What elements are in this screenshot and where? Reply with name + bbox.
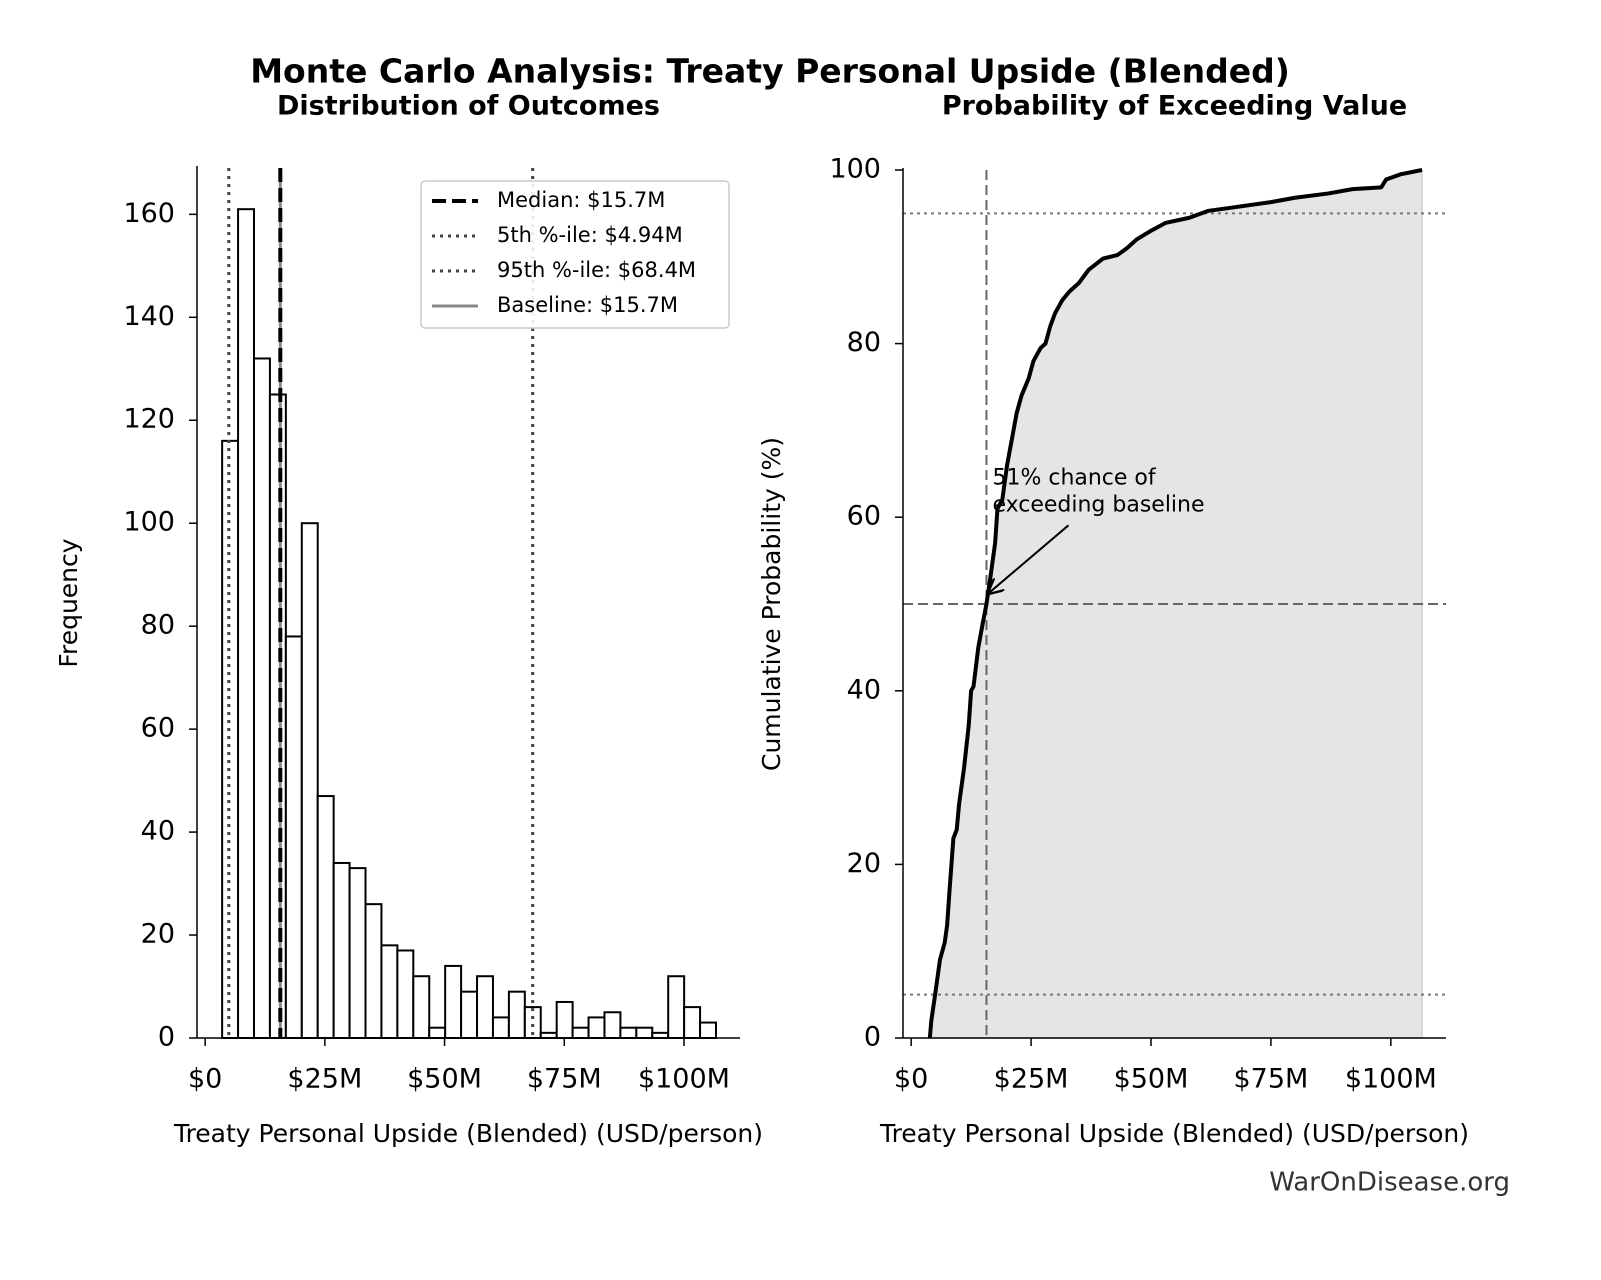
panel-title: Probability of Exceeding Value <box>942 91 1407 122</box>
histogram-bar <box>253 357 271 1039</box>
y-tick-label: 100 <box>123 507 175 538</box>
histogram-bar <box>444 964 463 1040</box>
x-axis-label: Treaty Personal Upside (Blended) (USD/pe… <box>879 1119 1469 1148</box>
histogram-bar <box>284 635 303 1039</box>
y-tick-label: 20 <box>847 848 881 879</box>
x-tick-label: $50M <box>1114 1064 1189 1095</box>
histogram-bar <box>651 1031 670 1039</box>
histogram-bar <box>268 393 287 1040</box>
y-tick-label: 40 <box>141 816 175 847</box>
y-tick-label: 40 <box>847 674 881 705</box>
histogram-bar <box>491 1016 510 1039</box>
histogram-bar <box>635 1026 654 1039</box>
y-tick-label: 0 <box>864 1022 881 1053</box>
y-tick-label: 0 <box>158 1022 175 1053</box>
y-tick-label: 140 <box>123 301 175 332</box>
x-tick-label: $25M <box>994 1064 1069 1095</box>
x-tick-label: $0 <box>894 1064 928 1095</box>
y-tick-label: 20 <box>141 919 175 950</box>
y-tick-label: 100 <box>829 154 881 185</box>
histogram-bar <box>412 975 431 1039</box>
legend-box <box>420 180 730 329</box>
histogram-bar <box>683 1006 702 1039</box>
histogram-bar <box>699 1021 717 1039</box>
histogram-bar <box>507 990 526 1039</box>
source: WarOnDisease.org <box>1269 1168 1510 1198</box>
annotation-text: 51% chance of <box>992 465 1156 490</box>
histogram-bar <box>332 861 351 1039</box>
x-tick-label: $100M <box>638 1064 730 1095</box>
histogram-bar <box>348 867 367 1039</box>
histogram-bar <box>539 1031 558 1039</box>
y-tick-label: 160 <box>123 198 175 229</box>
x-tick-label: $100M <box>1345 1064 1437 1095</box>
y-tick-label: 60 <box>141 713 175 744</box>
annotation-text: exceeding baseline <box>992 492 1204 517</box>
histogram-bar <box>555 1000 574 1039</box>
histogram-bar <box>237 208 256 1040</box>
histogram-bar <box>460 990 479 1039</box>
legend-label: Baseline: $15.7M <box>497 293 678 317</box>
legend-label: 95th %-ile: $68.4M <box>497 258 696 282</box>
legend-label: Median: $15.7M <box>497 188 665 212</box>
y-tick-label: 80 <box>141 610 175 641</box>
histogram-bar <box>364 903 383 1040</box>
x-tick-label: $75M <box>527 1064 602 1095</box>
histogram-bar <box>667 975 686 1039</box>
x-tick-label: $0 <box>188 1064 222 1095</box>
histogram-bar <box>428 1026 447 1039</box>
histogram-bar <box>396 949 415 1040</box>
histogram-bar <box>571 1026 590 1039</box>
x-tick-label: $50M <box>407 1064 482 1095</box>
y-axis-label: Cumulative Probability (%) <box>757 437 786 771</box>
histogram-bar <box>380 944 399 1039</box>
x-tick-label: $25M <box>287 1064 362 1095</box>
histogram-bar <box>619 1026 638 1039</box>
y-tick-label: 80 <box>847 327 881 358</box>
legend-label: 5th %-ile: $4.94M <box>497 223 683 247</box>
panel-title: Distribution of Outcomes <box>277 91 660 122</box>
figure-title: Monte Carlo Analysis: Treaty Personal Up… <box>250 52 1290 91</box>
histogram-bar <box>300 522 319 1039</box>
histogram-bar <box>316 795 335 1040</box>
annotation-arrow <box>988 524 1070 593</box>
cdf-line <box>927 168 1423 1039</box>
y-tick-label: 120 <box>123 404 175 435</box>
histogram-bar <box>587 1016 606 1039</box>
x-tick-label: $75M <box>1233 1064 1308 1095</box>
y-axis-label: Frequency <box>54 538 83 667</box>
y-tick-label: 60 <box>847 501 881 532</box>
histogram-bar <box>603 1011 622 1040</box>
histogram-bar <box>476 975 494 1039</box>
x-axis-label: Treaty Personal Upside (Blended) (USD/pe… <box>173 1119 763 1148</box>
